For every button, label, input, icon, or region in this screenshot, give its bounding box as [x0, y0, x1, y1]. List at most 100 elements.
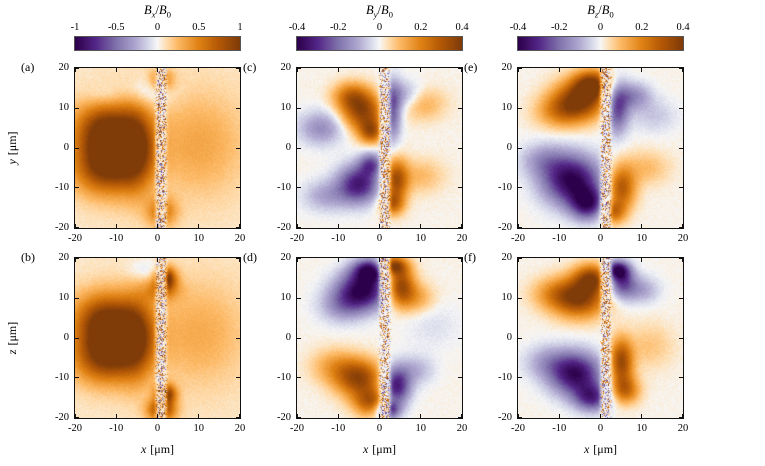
tick-mark	[518, 417, 522, 418]
tick-mark	[458, 338, 462, 339]
colorbar-tick-label: -0.5	[107, 22, 125, 33]
tick-mark	[518, 258, 519, 262]
x-tick-label: 10	[415, 423, 427, 434]
title-sub1: z	[594, 9, 599, 20]
tick-mark	[75, 224, 76, 228]
colorbar	[296, 36, 463, 51]
tick-mark	[297, 148, 301, 149]
x-tick-label: -10	[331, 423, 346, 434]
axis-x-var: x	[583, 442, 590, 456]
colorbar-tick-label: -0.2	[329, 22, 347, 33]
tick-mark	[518, 227, 522, 228]
colorbar-tick-label: -0.4	[509, 22, 527, 33]
tick-mark	[458, 148, 462, 149]
tick-mark	[297, 258, 298, 262]
x-tick-label: 20	[677, 233, 689, 244]
colorbar-tick-label: -0.2	[550, 22, 568, 33]
tick-mark	[157, 68, 158, 72]
tick-mark	[458, 227, 462, 228]
tick-mark	[518, 68, 519, 72]
tick-mark	[75, 258, 76, 262]
panel-label: (f)	[464, 250, 476, 264]
y-tick-label: 0	[506, 142, 512, 153]
title-slash: /	[377, 3, 381, 17]
tick-mark	[75, 227, 79, 228]
x-tick-label: 20	[456, 423, 468, 434]
tick-mark	[458, 187, 462, 188]
tick-mark	[458, 417, 462, 418]
y-tick-label: 10	[280, 102, 292, 113]
tick-mark	[198, 224, 199, 228]
tick-mark	[379, 414, 380, 418]
tick-mark	[116, 224, 117, 228]
tick-mark	[559, 258, 560, 262]
tick-mark	[297, 68, 301, 69]
colorbar-tick-label: -1	[70, 22, 80, 33]
y-tick-label: -10	[55, 182, 69, 193]
y-tick-label: 0	[285, 142, 291, 153]
x-tick-label: -10	[109, 423, 124, 434]
x-tick-label: 20	[234, 423, 246, 434]
x-tick-label: 0	[154, 233, 161, 244]
tick-mark	[297, 258, 301, 259]
tick-mark	[600, 414, 601, 418]
y-tick-label: -10	[55, 372, 69, 383]
tick-mark	[682, 224, 683, 228]
tick-mark	[458, 108, 462, 109]
tick-mark	[75, 258, 79, 259]
tick-mark	[679, 417, 683, 418]
y-tick-label: 10	[501, 102, 513, 113]
heatmap-panel-d	[296, 257, 463, 419]
heatmap-panel-f	[517, 257, 684, 419]
y-tick-label: 20	[280, 62, 292, 73]
axis-label-y: z [μm]	[5, 303, 19, 373]
y-tick-label: -20	[55, 222, 69, 233]
x-tick-label: -20	[290, 233, 304, 244]
tick-mark	[679, 377, 683, 378]
panel-label: (d)	[243, 250, 257, 264]
colorbar-tick-label: 0.2	[414, 22, 428, 33]
x-tick-label: 10	[636, 233, 648, 244]
title-b2: B	[381, 3, 389, 17]
x-tick-label: 0	[597, 233, 604, 244]
x-tick-label: 20	[677, 423, 689, 434]
colorbar-tick-label: 0.2	[635, 22, 649, 33]
tick-mark	[600, 68, 601, 72]
tick-mark	[420, 68, 421, 72]
tick-mark	[297, 224, 298, 228]
axis-label-x: x [μm]	[75, 442, 240, 456]
tick-mark	[518, 338, 522, 339]
tick-mark	[679, 148, 683, 149]
axis-x-unit: [μm]	[372, 442, 397, 456]
colorbar-title: Bz/B0	[518, 3, 683, 23]
axis-y-var: y	[5, 159, 19, 165]
tick-mark	[458, 258, 462, 259]
tick-mark	[641, 224, 642, 228]
tick-mark	[116, 258, 117, 262]
tick-mark	[297, 108, 301, 109]
tick-mark	[682, 68, 683, 72]
title-sub1: y	[373, 9, 378, 20]
tick-mark	[116, 68, 117, 72]
y-tick-label: -10	[277, 372, 291, 383]
tick-mark	[461, 414, 462, 418]
tick-mark	[420, 224, 421, 228]
axis-label-y: y [μm]	[5, 113, 19, 183]
tick-mark	[338, 258, 339, 262]
tick-mark	[518, 377, 522, 378]
x-tick-label: 10	[193, 423, 205, 434]
tick-mark	[518, 187, 522, 188]
axis-y-var: z	[5, 349, 19, 355]
tick-mark	[518, 68, 522, 69]
tick-mark	[518, 414, 519, 418]
x-tick-label: -10	[552, 423, 567, 434]
heatmap-panel-b	[74, 257, 241, 419]
tick-mark	[75, 377, 79, 378]
tick-mark	[297, 414, 298, 418]
title-b1: B	[365, 3, 374, 17]
heatmap-panel-c	[296, 67, 463, 229]
x-tick-label: 20	[456, 233, 468, 244]
x-tick-label: -10	[552, 233, 567, 244]
tick-mark	[75, 187, 79, 188]
tick-mark	[75, 68, 79, 69]
